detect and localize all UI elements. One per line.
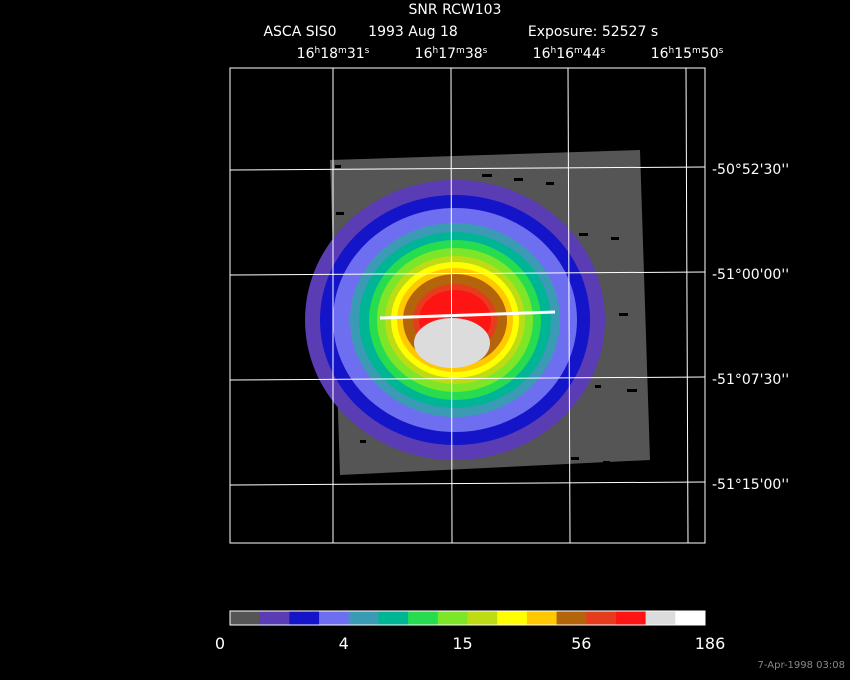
colorbar-label: 15 bbox=[452, 634, 472, 653]
ra-unit: m bbox=[456, 46, 465, 56]
coordinate-grid bbox=[229, 67, 706, 544]
noise bbox=[360, 440, 366, 443]
noise bbox=[579, 233, 588, 236]
noise bbox=[611, 237, 619, 240]
ra-value: 18 bbox=[320, 46, 338, 62]
dec-label: -51°07'30'' bbox=[712, 372, 789, 388]
ra-unit: m bbox=[692, 46, 701, 56]
noise bbox=[603, 461, 610, 464]
obs-date: 1993 Aug 18 bbox=[368, 24, 458, 40]
noise bbox=[571, 457, 579, 460]
dec-label: -51°15'00'' bbox=[712, 477, 789, 493]
colorbar-swatch bbox=[319, 611, 350, 625]
noise bbox=[619, 313, 628, 316]
ra-unit: h bbox=[314, 46, 320, 56]
sky-image bbox=[305, 150, 650, 475]
colorbar-label: 0 bbox=[215, 634, 225, 653]
ra-label: 16h15m50s bbox=[651, 46, 724, 62]
colorbar-swatch bbox=[348, 611, 379, 625]
colorbar-swatch bbox=[586, 611, 617, 625]
ra-unit: s bbox=[365, 46, 370, 56]
ra-unit: s bbox=[483, 46, 488, 56]
title: SNR RCW103 bbox=[409, 2, 502, 18]
bright-streak bbox=[379, 310, 556, 320]
ra-unit: m bbox=[574, 46, 583, 56]
noise bbox=[595, 385, 601, 388]
noise bbox=[482, 174, 492, 177]
ra-unit: h bbox=[550, 46, 556, 56]
dec-label: -51°00'00'' bbox=[712, 267, 789, 283]
ra-label: 16h18m31s bbox=[297, 46, 370, 62]
ra-unit: s bbox=[601, 46, 606, 56]
ra-value: 31 bbox=[347, 46, 365, 62]
ra-value: 15 bbox=[674, 46, 692, 62]
colorbar-swatch bbox=[467, 611, 498, 625]
colorbar-swatch bbox=[526, 611, 558, 625]
colorbar-swatch bbox=[408, 611, 439, 625]
ra-unit: m bbox=[338, 46, 347, 56]
colorbar-swatch bbox=[378, 611, 409, 625]
ra-value: 16 bbox=[297, 46, 315, 62]
colorbar-frame bbox=[229, 610, 706, 626]
ra-value: 16 bbox=[415, 46, 433, 62]
dec-label: -50°52'30'' bbox=[712, 162, 789, 178]
ra-value: 16 bbox=[651, 46, 669, 62]
colorbar-label: 56 bbox=[571, 634, 591, 653]
colorbar-label: 4 bbox=[339, 634, 349, 653]
colorbar-swatch bbox=[437, 611, 468, 625]
colorbar-label: 186 bbox=[695, 634, 726, 653]
exposure: Exposure: 52527 s bbox=[528, 24, 658, 40]
timestamp: 7-Apr-1998 03:08 bbox=[758, 660, 845, 671]
ra-value: 17 bbox=[438, 46, 456, 62]
ra-label: 16h17m38s bbox=[415, 46, 488, 62]
ra-value: 16 bbox=[533, 46, 551, 62]
ra-unit: s bbox=[719, 46, 724, 56]
colorbar-swatch bbox=[497, 611, 528, 625]
ra-value: 44 bbox=[583, 46, 601, 62]
colorbar-swatch bbox=[675, 611, 706, 625]
ra-unit: h bbox=[668, 46, 674, 56]
colorbar-swatch bbox=[645, 611, 676, 625]
noise bbox=[546, 182, 554, 185]
colorbar-swatch bbox=[289, 611, 320, 625]
ra-value: 16 bbox=[556, 46, 574, 62]
noise bbox=[514, 178, 523, 181]
ra-value: 50 bbox=[701, 46, 719, 62]
ra-label: 16h16m44s bbox=[533, 46, 606, 62]
colorbar-swatch bbox=[230, 611, 261, 625]
noise bbox=[336, 212, 344, 215]
colorbar-swatch bbox=[615, 611, 647, 625]
instrument: ASCA SIS0 bbox=[263, 24, 336, 40]
ra-value: 38 bbox=[465, 46, 483, 62]
colorbar-swatch bbox=[259, 611, 290, 625]
frame bbox=[229, 67, 706, 544]
colorbar-swatch bbox=[556, 611, 587, 625]
ra-unit: h bbox=[432, 46, 438, 56]
noise bbox=[627, 389, 637, 392]
noise bbox=[335, 165, 341, 168]
